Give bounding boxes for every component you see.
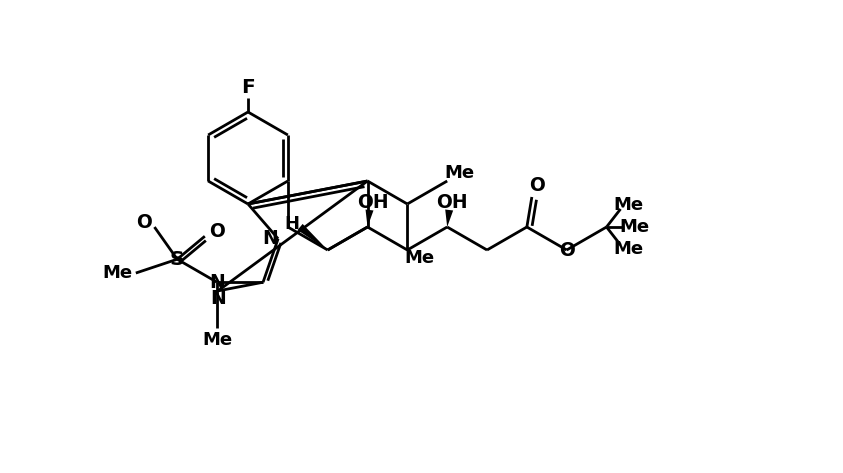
Text: O: O [137,212,153,232]
Text: Me: Me [444,164,475,182]
Text: OH: OH [357,193,389,211]
Text: N: N [210,289,226,308]
Text: N: N [262,229,278,248]
Text: O: O [209,222,225,241]
Text: S: S [170,250,185,269]
Text: Me: Me [620,218,650,236]
Text: F: F [241,78,255,96]
Text: Me: Me [405,249,434,267]
Text: H: H [285,215,299,233]
Text: Me: Me [103,264,133,282]
Text: Me: Me [202,331,232,349]
Text: OH: OH [437,193,468,211]
Text: Me: Me [614,240,643,258]
Text: N: N [209,273,225,292]
Polygon shape [445,210,454,227]
Text: O: O [529,175,545,194]
Text: Me: Me [614,196,643,214]
Polygon shape [366,210,373,227]
Text: O: O [559,240,575,260]
Polygon shape [298,224,328,250]
